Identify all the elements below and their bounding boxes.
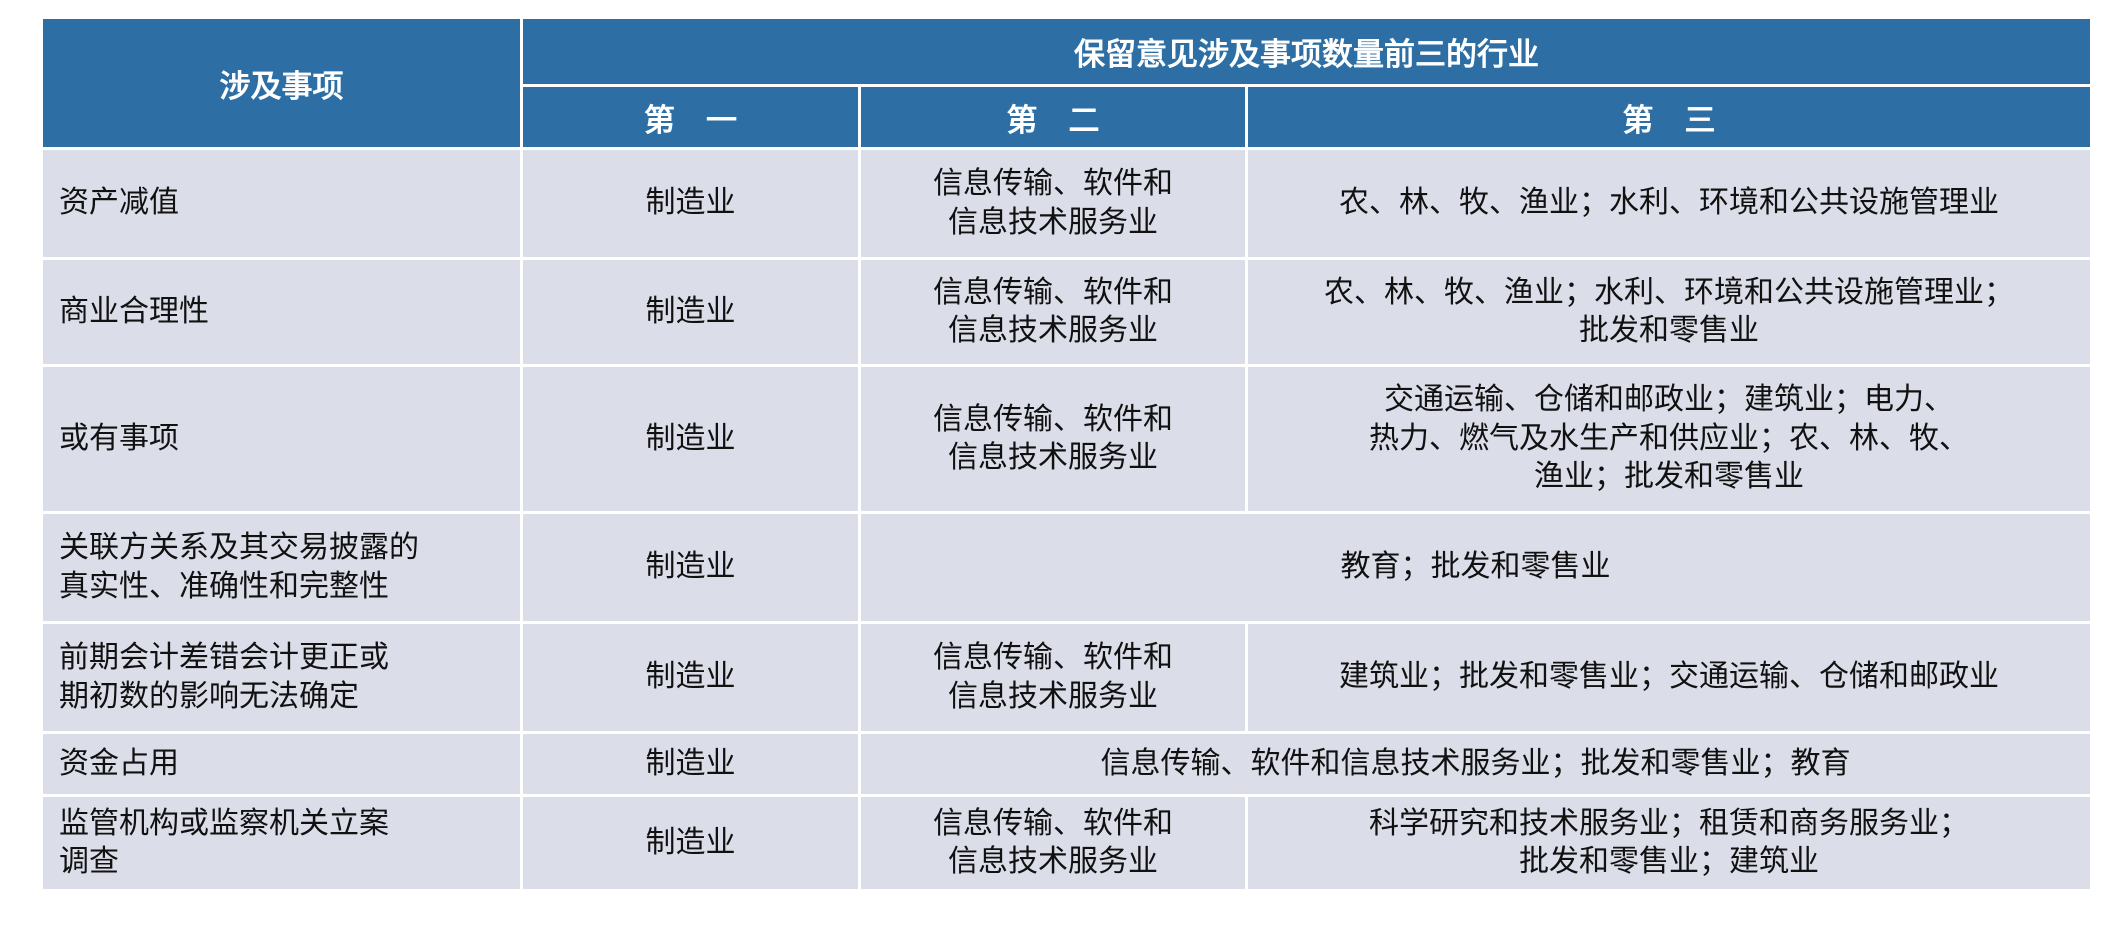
rank3-cell: 科学研究和技术服务业；租赁和商务服务业； 批发和零售业；建筑业 bbox=[1244, 794, 2094, 892]
item-cell: 资产减值 bbox=[40, 147, 523, 260]
rank1-cell: 制造业 bbox=[520, 364, 861, 514]
rank3-cell: 农、林、牧、渔业；水利、环境和公共设施管理业； 批发和零售业 bbox=[1244, 257, 2094, 367]
header-cell-items: 涉及事项 bbox=[40, 16, 523, 150]
rank1-cell: 制造业 bbox=[520, 511, 861, 624]
item-cell: 或有事项 bbox=[40, 364, 523, 514]
table-row: 资产减值 制造业 信息传输、软件和 信息技术服务业 农、林、牧、渔业；水利、环境… bbox=[40, 147, 2094, 260]
rank1-cell: 制造业 bbox=[520, 731, 861, 797]
item-cell: 资金占用 bbox=[40, 731, 523, 797]
header-row-ranks: 第 一 第 二 第 三 bbox=[42, 84, 2094, 150]
table-row: 资金占用 制造业 信息传输、软件和信息技术服务业；批发和零售业；教育 bbox=[40, 731, 2094, 797]
rank1-cell: 制造业 bbox=[520, 621, 861, 734]
merged-rank2-rank3-cell: 教育；批发和零售业 bbox=[857, 511, 2094, 624]
table-row: 前期会计差错会计更正或 期初数的影响无法确定 制造业 信息传输、软件和 信息技术… bbox=[40, 621, 2094, 734]
rank2-cell: 信息传输、软件和 信息技术服务业 bbox=[858, 794, 1248, 892]
item-cell: 前期会计差错会计更正或 期初数的影响无法确定 bbox=[40, 621, 523, 734]
table-row: 监管机构或监察机关立案 调查 制造业 信息传输、软件和 信息技术服务业 科学研究… bbox=[40, 794, 2094, 892]
rank2-cell: 信息传输、软件和 信息技术服务业 bbox=[858, 147, 1248, 260]
rank2-cell: 信息传输、软件和 信息技术服务业 bbox=[858, 364, 1248, 514]
rank2-cell: 信息传输、软件和 信息技术服务业 bbox=[858, 257, 1248, 367]
table-row: 或有事项 制造业 信息传输、软件和 信息技术服务业 交通运输、仓储和邮政业；建筑… bbox=[40, 364, 2094, 514]
merged-rank2-rank3-cell: 信息传输、软件和信息技术服务业；批发和零售业；教育 bbox=[857, 731, 2094, 797]
rank2-cell: 信息传输、软件和 信息技术服务业 bbox=[858, 621, 1248, 734]
table-body: 资产减值 制造业 信息传输、软件和 信息技术服务业 农、林、牧、渔业；水利、环境… bbox=[40, 147, 2094, 892]
header-cell-rank3: 第 三 bbox=[1244, 84, 2094, 150]
rank3-cell: 农、林、牧、渔业；水利、环境和公共设施管理业 bbox=[1244, 147, 2094, 260]
item-cell: 监管机构或监察机关立案 调查 bbox=[40, 794, 523, 892]
header-cell-span-title: 保留意见涉及事项数量前三的行业 bbox=[519, 16, 2094, 87]
table-header: 涉及事项 保留意见涉及事项数量前三的行业 第 一 第 二 第 三 bbox=[40, 16, 2094, 150]
item-cell: 商业合理性 bbox=[40, 257, 523, 367]
table-row: 商业合理性 制造业 信息传输、软件和 信息技术服务业 农、林、牧、渔业；水利、环… bbox=[40, 257, 2094, 367]
rank1-cell: 制造业 bbox=[520, 794, 861, 892]
rank3-cell: 建筑业；批发和零售业；交通运输、仓储和邮政业 bbox=[1244, 621, 2094, 734]
table-row: 关联方关系及其交易披露的 真实性、准确性和完整性 制造业 教育；批发和零售业 bbox=[40, 511, 2094, 624]
header-row-top: 涉及事项 保留意见涉及事项数量前三的行业 bbox=[40, 16, 2094, 150]
rank3-cell: 交通运输、仓储和邮政业；建筑业；电力、 热力、燃气及水生产和供应业；农、林、牧、… bbox=[1244, 364, 2094, 514]
header-cell-rank1: 第 一 bbox=[520, 84, 861, 150]
rank1-cell: 制造业 bbox=[520, 147, 861, 260]
item-cell: 关联方关系及其交易披露的 真实性、准确性和完整性 bbox=[40, 511, 523, 624]
header-cell-rank2: 第 二 bbox=[858, 84, 1248, 150]
rank1-cell: 制造业 bbox=[520, 257, 861, 367]
qualified-opinion-industries-table: 涉及事项 保留意见涉及事项数量前三的行业 第 一 第 二 第 三 资产减值 制造… bbox=[40, 16, 2094, 892]
